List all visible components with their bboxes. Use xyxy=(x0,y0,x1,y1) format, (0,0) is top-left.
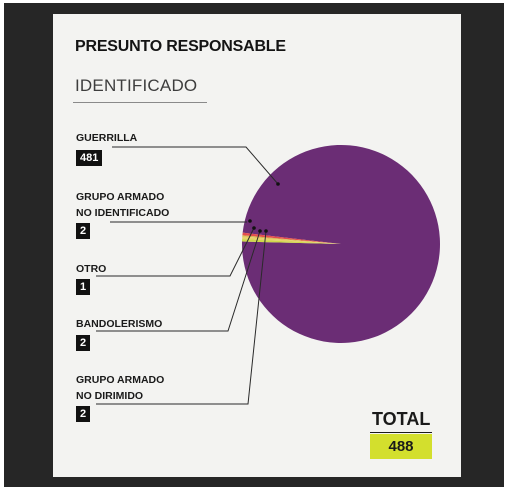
leader-guerrilla xyxy=(112,146,279,185)
label-grupo-armado-no-dirimido-line2: NO DIRIMIDO xyxy=(76,390,144,402)
label-grupo-armado-no-dirimido-line1: GRUPO ARMADO xyxy=(76,374,165,386)
label-bandolerismo: BANDOLERISMO xyxy=(76,318,163,330)
value-guerrilla: 481 xyxy=(76,150,103,166)
leader-bandolerismo-dot xyxy=(258,229,262,233)
leader-otro xyxy=(96,227,255,277)
slice-bandolerismo xyxy=(242,236,341,244)
value-otro: 1 xyxy=(76,279,91,295)
total-underline xyxy=(370,432,432,433)
label-otro: OTRO xyxy=(76,263,107,275)
total-value: 488 xyxy=(370,434,432,459)
value-bandolerismo: 2 xyxy=(76,335,91,351)
leader-grupo-armado-no-dirimido xyxy=(96,230,267,405)
total-label: TOTAL xyxy=(372,409,431,429)
chart-title: PRESUNTO RESPONSABLE xyxy=(75,38,286,55)
pie-slices xyxy=(242,144,441,343)
slice-grupo-armado-no-dirimido xyxy=(242,239,341,244)
leader-grupo-armado-no-dirimido-dot xyxy=(264,229,268,233)
label-grupo-armado-no-identificado-line1: GRUPO ARMADO xyxy=(76,191,165,203)
leader-guerrilla-dot xyxy=(276,182,280,186)
label-grupo-armado-no-identificado-line2: NO IDENTIFICADO xyxy=(76,207,170,219)
slice-guerrilla xyxy=(242,144,441,343)
leader-lines xyxy=(96,146,280,405)
leader-bandolerismo xyxy=(96,230,261,332)
chart-subtitle: IDENTIFICADO xyxy=(75,76,198,95)
slice-otro xyxy=(242,235,341,244)
slice-grupo-armado-no-identificado xyxy=(242,232,341,244)
leader-grupo-armado-no-identificado-dot xyxy=(248,219,252,223)
value-grupo-armado-no-dirimido: 2 xyxy=(76,406,91,422)
value-grupo-armado-no-identificado: 2 xyxy=(76,223,91,239)
subtitle-underline xyxy=(73,102,207,103)
leader-otro-dot xyxy=(252,226,256,230)
label-guerrilla: GUERRILLA xyxy=(76,132,138,144)
